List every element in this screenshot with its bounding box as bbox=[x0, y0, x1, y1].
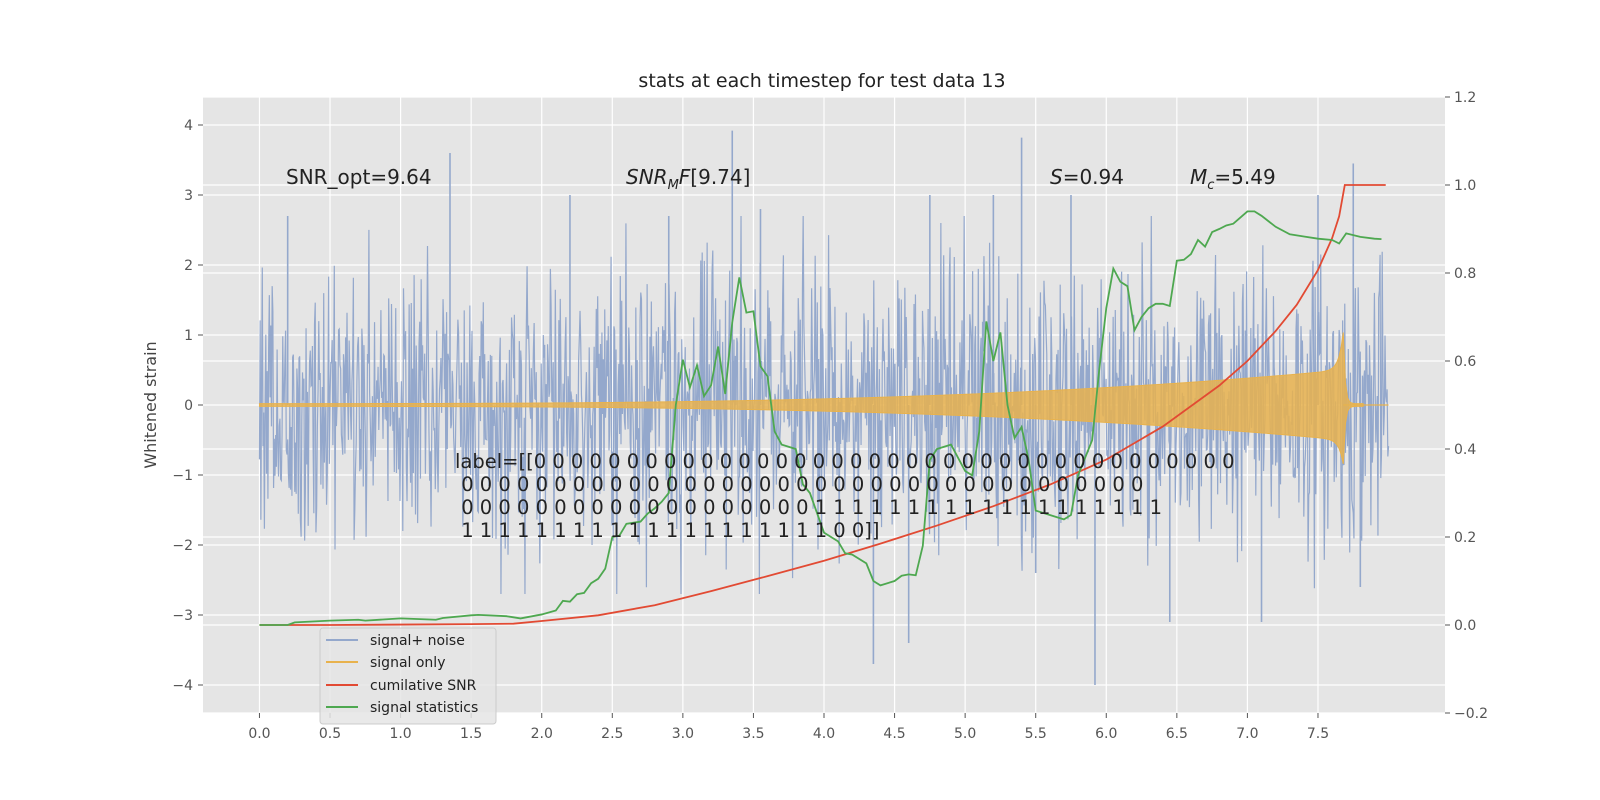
label-line: 0 0 0 0 0 0 0 0 0 0 0 0 0 0 0 0 0 0 0 0 … bbox=[455, 473, 1143, 496]
y-tick-label: 2 bbox=[184, 258, 193, 274]
x-tick-label: 2.0 bbox=[531, 726, 553, 742]
y2-axis: −0.2 0.0 0.2 0.4 0.6 0.8 1.0 1.2 bbox=[1445, 90, 1488, 722]
snr-mf-value: [9.74] bbox=[690, 165, 750, 189]
x-tick-label: 6.0 bbox=[1095, 726, 1117, 742]
series-signal-noise bbox=[258, 215, 1390, 595]
y2-tick-label: −0.2 bbox=[1454, 706, 1488, 722]
y2-tick-label: 0.2 bbox=[1454, 530, 1476, 546]
chirp-mass-value: =5.49 bbox=[1214, 165, 1275, 189]
x-tick-label: 1.5 bbox=[460, 726, 482, 742]
x-tick-label: 5.0 bbox=[954, 726, 976, 742]
y-tick-label: 4 bbox=[184, 118, 193, 134]
label-line: label=[[0 0 0 0 0 0 0 0 0 0 0 0 0 0 0 0 … bbox=[455, 450, 1235, 473]
y2-tick-label: 0.6 bbox=[1454, 354, 1476, 370]
legend-label-signal-noise: signal+ noise bbox=[370, 633, 465, 649]
label-line: 0 0 0 0 0 0 0 0 0 0 0 0 0 0 0 0 0 0 0 1 … bbox=[455, 496, 1162, 519]
y2-tick-label: 1.0 bbox=[1454, 178, 1476, 194]
legend: signal+ noise signal only cumilative SNR… bbox=[319, 627, 497, 725]
y-tick-label: −3 bbox=[172, 608, 193, 624]
snr-mf-annotation: SNRMF[9.74] bbox=[626, 165, 750, 193]
y2-tick-label: 0.0 bbox=[1454, 618, 1476, 634]
series-signal-statistics bbox=[259, 210, 1382, 626]
chart-title: stats at each timestep for test data 13 bbox=[638, 70, 1005, 92]
y-tick-label: 3 bbox=[184, 188, 193, 204]
x-axis: 0.0 0.5 1.0 1.5 2.0 2.5 3.0 3.5 4.0 4.5 5.0 5.5 6.0 6… bbox=[248, 713, 1329, 742]
label-line: 1 1 1 1 1 1 1 1 1 1 1 1 1 1 1 1 1 1 1 1 … bbox=[455, 519, 880, 542]
y2-tick-label: 0.4 bbox=[1454, 442, 1476, 458]
y-tick-label: −1 bbox=[172, 468, 193, 484]
x-tick-label: 5.5 bbox=[1025, 726, 1047, 742]
overlap-value: =0.94 bbox=[1063, 165, 1124, 189]
legend-label-signal-only: signal only bbox=[370, 655, 445, 671]
legend-label-signal-statistics: signal statistics bbox=[370, 700, 478, 716]
x-tick-label: 0.0 bbox=[248, 726, 270, 742]
y-axis-label: Whitened strain bbox=[141, 341, 160, 468]
x-tick-label: 1.0 bbox=[389, 726, 411, 742]
x-tick-label: 7.5 bbox=[1307, 726, 1329, 742]
y-tick-label: 1 bbox=[184, 328, 193, 344]
series-layer bbox=[258, 130, 1390, 685]
x-tick-label: 6.5 bbox=[1166, 726, 1188, 742]
x-tick-label: 4.5 bbox=[883, 726, 905, 742]
y2-tick-label: 0.8 bbox=[1454, 266, 1476, 282]
overlap-annotation: S=0.94 bbox=[1050, 165, 1124, 189]
x-tick-label: 3.5 bbox=[742, 726, 764, 742]
x-tick-label: 7.0 bbox=[1236, 726, 1258, 742]
y-axis: −4 −3 −2 −1 0 1 2 3 4 bbox=[172, 118, 203, 694]
x-tick-label: 4.0 bbox=[813, 726, 835, 742]
legend-box bbox=[319, 627, 497, 725]
label-annotation: label=[[0 0 0 0 0 0 0 0 0 0 0 0 0 0 0 0 … bbox=[455, 450, 1235, 542]
y-tick-label: −4 bbox=[172, 678, 193, 694]
annotations: SNR_opt=9.64 SNRMF[9.74] S=0.94 Mc=5.49 bbox=[286, 165, 1276, 193]
y-tick-label: 0 bbox=[184, 398, 193, 414]
y2-tick-label: 1.2 bbox=[1454, 90, 1476, 106]
x-tick-label: 2.5 bbox=[601, 726, 623, 742]
snr-opt-annotation: SNR_opt=9.64 bbox=[286, 165, 432, 189]
series-signal-only bbox=[258, 332, 1364, 464]
x-tick-label: 3.0 bbox=[672, 726, 694, 742]
series-cumulative-snr bbox=[259, 184, 1386, 626]
y-tick-label: −2 bbox=[172, 538, 193, 554]
x-tick-label: 0.5 bbox=[319, 726, 341, 742]
chirp-mass-annotation: Mc=5.49 bbox=[1190, 165, 1276, 193]
legend-label-cumulative-snr: cumilative SNR bbox=[370, 678, 477, 694]
